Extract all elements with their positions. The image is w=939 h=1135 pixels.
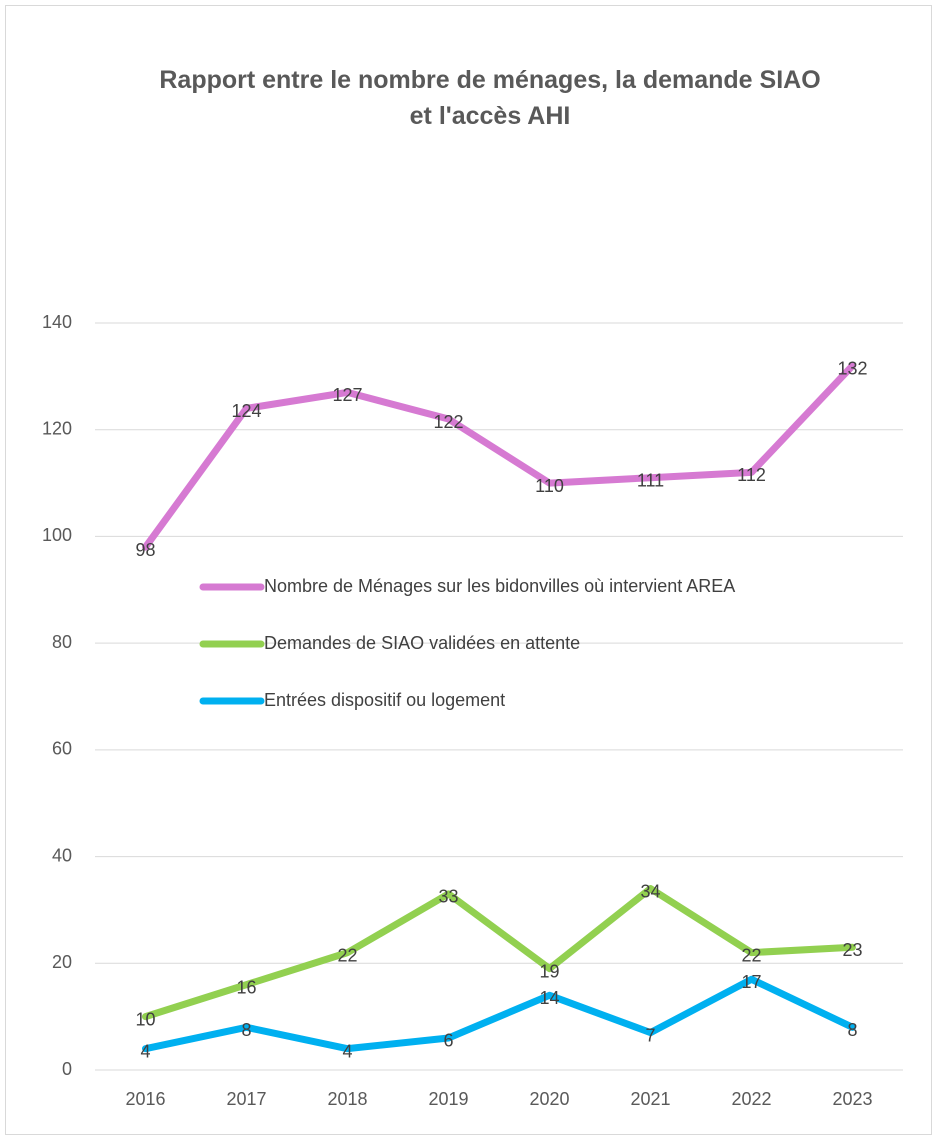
data-label: 22 <box>741 945 761 965</box>
y-tick-label: 120 <box>42 418 72 438</box>
data-label: 6 <box>443 1031 453 1051</box>
x-tick-label: 2021 <box>630 1089 670 1109</box>
x-tick-label: 2020 <box>529 1089 569 1109</box>
y-tick-label: 140 <box>42 312 72 332</box>
data-label: 23 <box>842 940 862 960</box>
y-tick-label: 20 <box>52 952 72 972</box>
data-label: 14 <box>539 988 559 1008</box>
data-label: 8 <box>847 1020 857 1040</box>
data-label: 4 <box>342 1041 352 1061</box>
series-line <box>142 362 856 551</box>
legend-label: Entrées dispositif ou logement <box>264 690 505 710</box>
chart-title: Rapport entre le nombre de ménages, la d… <box>159 66 821 130</box>
data-label: 19 <box>539 961 559 981</box>
y-tick-label: 60 <box>52 739 72 759</box>
x-tick-label: 2022 <box>731 1089 771 1109</box>
data-label: 98 <box>135 540 155 560</box>
x-tick-label: 2016 <box>125 1089 165 1109</box>
data-label: 8 <box>241 1020 251 1040</box>
data-label: 7 <box>645 1025 655 1045</box>
data-label: 33 <box>438 887 458 907</box>
data-label: 124 <box>231 401 261 421</box>
y-tick-label: 80 <box>52 632 72 652</box>
legend-label: Demandes de SIAO validées en attente <box>264 633 580 653</box>
data-label: 34 <box>640 881 660 901</box>
y-tick-label: 100 <box>42 525 72 545</box>
data-label: 10 <box>135 1009 155 1029</box>
x-tick-label: 2023 <box>832 1089 872 1109</box>
data-label: 132 <box>837 358 867 378</box>
x-tick-label: 2018 <box>327 1089 367 1109</box>
data-label: 22 <box>337 945 357 965</box>
x-tick-label: 2019 <box>428 1089 468 1109</box>
data-label: 122 <box>433 412 463 432</box>
data-label: 111 <box>637 470 664 490</box>
data-label: 17 <box>741 972 761 992</box>
legend-label: Nombre de Ménages sur les bidonvilles où… <box>264 576 735 596</box>
data-label: 110 <box>535 476 564 496</box>
series-line <box>142 975 856 1053</box>
y-tick-label: 0 <box>62 1059 72 1079</box>
y-tick-label: 40 <box>52 845 72 865</box>
data-label: 16 <box>236 977 256 997</box>
data-label: 127 <box>332 385 362 405</box>
series-line <box>142 885 856 1021</box>
x-tick-label: 2017 <box>226 1089 266 1109</box>
data-label: 112 <box>737 465 766 485</box>
data-label: 4 <box>140 1041 150 1061</box>
